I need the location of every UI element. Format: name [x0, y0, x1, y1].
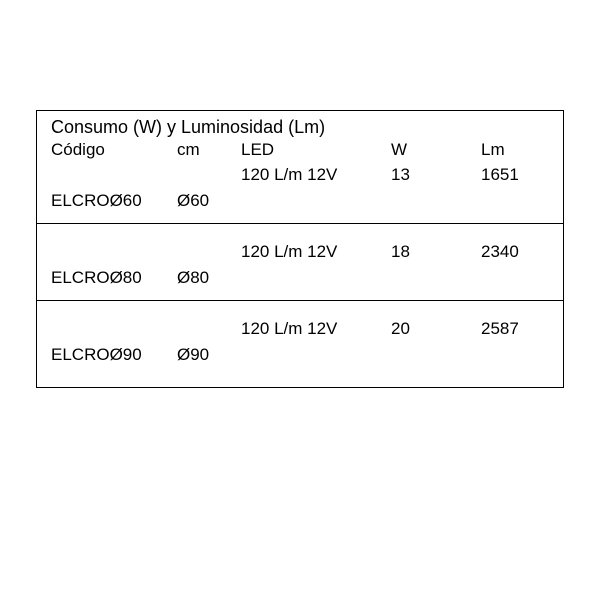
table-headers: Código cm LED W Lm: [37, 140, 563, 164]
table-row: 120 L/m 12V 20 2587 ELCROØ90 Ø90: [37, 300, 563, 387]
cell-cm: Ø60: [171, 191, 241, 211]
cell-led: 120 L/m 12V: [241, 242, 391, 262]
col-header-led: LED: [241, 140, 391, 160]
cell-w: 18: [391, 242, 481, 262]
cell-lm: 2587: [481, 319, 561, 339]
cell-lm: 1651: [481, 165, 561, 185]
table-row: 120 L/m 12V 13 1651 ELCROØ60 Ø60: [37, 164, 563, 223]
cell-w: 20: [391, 319, 481, 339]
cell-cm: Ø90: [171, 345, 241, 365]
table-title: Consumo (W) y Luminosidad (Lm): [37, 111, 563, 140]
cell-led: 120 L/m 12V: [241, 319, 391, 339]
cell-lm: 2340: [481, 242, 561, 262]
cell-w: 13: [391, 165, 481, 185]
col-header-codigo: Código: [51, 140, 171, 160]
spec-table: Consumo (W) y Luminosidad (Lm) Código cm…: [36, 110, 564, 388]
col-header-cm: cm: [171, 140, 241, 160]
table-row: 120 L/m 12V 18 2340 ELCROØ80 Ø80: [37, 223, 563, 300]
cell-codigo: ELCROØ60: [51, 191, 171, 211]
cell-cm: Ø80: [171, 268, 241, 288]
cell-codigo: ELCROØ90: [51, 345, 171, 365]
cell-codigo: ELCROØ80: [51, 268, 171, 288]
cell-led: 120 L/m 12V: [241, 165, 391, 185]
col-header-lm: Lm: [481, 140, 561, 160]
col-header-w: W: [391, 140, 481, 160]
